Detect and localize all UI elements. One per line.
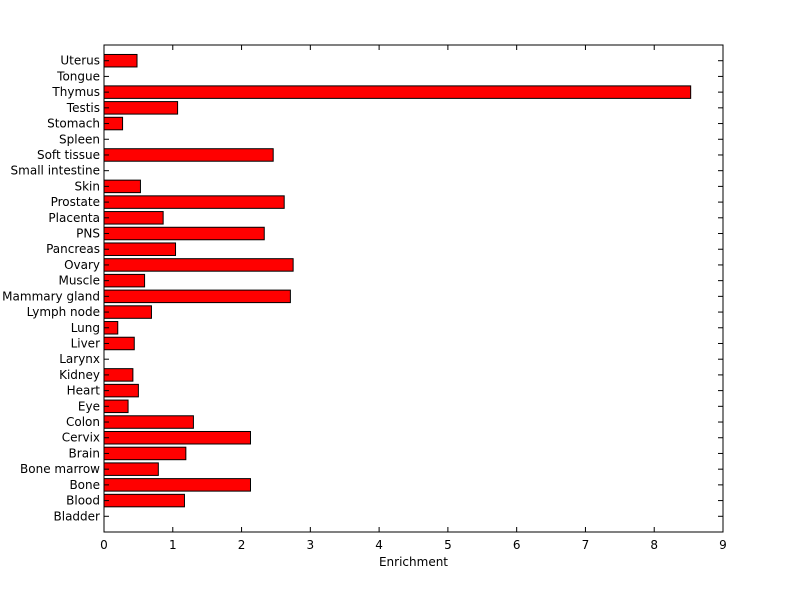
bar-ovary <box>103 258 294 272</box>
category-label: Liver <box>71 336 101 350</box>
x-tick-label: 0 <box>100 538 108 552</box>
category-label: Kidney <box>59 368 100 382</box>
category-label: Uterus <box>60 54 100 68</box>
bar-bone-marrow <box>103 462 159 476</box>
category-label: PNS <box>76 227 100 241</box>
category-label: Stomach <box>47 117 100 131</box>
category-label: Soft tissue <box>37 148 100 162</box>
category-label: Bone <box>69 478 100 492</box>
category-label: Blood <box>66 494 100 508</box>
bar-bone <box>103 478 251 492</box>
category-label: Placenta <box>48 211 100 225</box>
category-label: Thymus <box>51 85 100 99</box>
bar-pancreas <box>103 242 177 256</box>
category-label: Prostate <box>51 195 100 209</box>
x-tick-label: 2 <box>238 538 246 552</box>
bar-colon <box>103 415 194 429</box>
category-label: Small intestine <box>11 164 100 178</box>
category-label: Colon <box>66 415 100 429</box>
category-label: Mammary gland <box>2 289 100 303</box>
x-tick-label-group: 0 1 2 3 4 5 6 7 8 9 <box>100 538 727 552</box>
category-label: Ovary <box>64 258 100 272</box>
x-tick-label: 1 <box>169 538 177 552</box>
bar-thymus <box>103 85 692 99</box>
bar-blood <box>103 493 185 508</box>
category-label: Brain <box>69 446 100 460</box>
x-tick-label: 4 <box>375 538 383 552</box>
bar-skin <box>103 179 141 194</box>
category-label: Testis <box>66 101 100 115</box>
bar-placenta <box>103 211 164 225</box>
x-tick-label: 6 <box>513 538 521 552</box>
category-label: Pancreas <box>46 242 100 256</box>
bar-lymph-node <box>103 305 152 319</box>
category-label: Skin <box>74 179 100 193</box>
x-tick-label: 7 <box>582 538 590 552</box>
tick-group <box>103 45 724 532</box>
bar-cervix <box>103 430 251 445</box>
x-tick-label: 8 <box>650 538 658 552</box>
x-tick-label: 3 <box>307 538 315 552</box>
bar-soft-tissue <box>103 148 274 162</box>
bar-mammary-gland <box>103 289 291 304</box>
category-label: Cervix <box>62 431 100 445</box>
category-label: Muscle <box>58 274 100 288</box>
bar-group <box>103 53 692 508</box>
bar-pns <box>103 226 265 241</box>
bar-prostate <box>103 195 285 209</box>
category-label: Lymph node <box>27 305 100 319</box>
category-label: Larynx <box>59 352 100 366</box>
category-label: Heart <box>67 384 101 398</box>
x-tick-label: 9 <box>719 538 727 552</box>
category-label: Bladder <box>54 509 101 523</box>
bar-heart <box>103 383 139 398</box>
category-label: Tongue <box>56 69 100 83</box>
x-tick-label: 5 <box>444 538 452 552</box>
bar-brain <box>103 446 187 461</box>
category-label: Spleen <box>59 132 100 146</box>
x-axis-label: Enrichment <box>379 555 448 569</box>
category-label: Lung <box>71 321 100 335</box>
bar-testis <box>103 101 179 115</box>
category-label: Bone marrow <box>20 462 100 476</box>
plot-area-frame <box>103 44 724 533</box>
bar-muscle <box>103 273 146 288</box>
category-label: Eye <box>78 399 100 413</box>
